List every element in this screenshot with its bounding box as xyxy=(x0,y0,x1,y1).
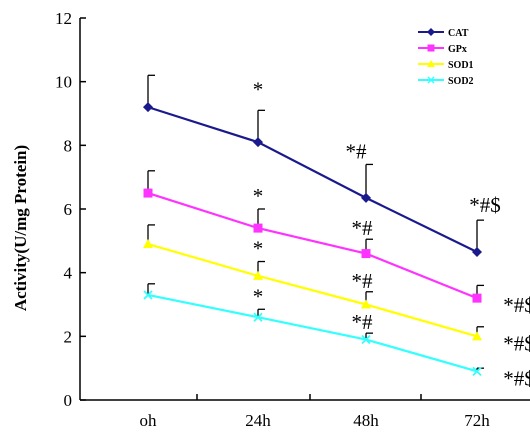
y-tick-label: 8 xyxy=(64,136,73,155)
data-point xyxy=(472,246,482,257)
data-point xyxy=(253,312,263,322)
data-point xyxy=(143,290,153,300)
significance-annotation: * xyxy=(253,77,264,101)
significance-annotation: * xyxy=(253,184,264,208)
series-line xyxy=(147,106,478,253)
legend-label: CAT xyxy=(448,28,469,39)
data-point xyxy=(361,192,371,203)
y-tick-label: 10 xyxy=(55,73,72,92)
significance-annotation: *# xyxy=(352,269,374,293)
data-point xyxy=(361,299,371,309)
data-point xyxy=(253,223,263,233)
data-point xyxy=(361,334,371,345)
y-axis-title: Activity(U/mg Protein) xyxy=(11,145,30,311)
significance-annotation: *#$ xyxy=(503,293,530,317)
legend-item: SOD2 xyxy=(418,76,474,87)
y-axis: 0 2 4 6 8 10 12 xyxy=(55,9,86,410)
legend: CAT GPx SOD1 SOD2 xyxy=(418,28,474,87)
y-tick-label: 6 xyxy=(64,200,73,219)
x-tick-label: 24h xyxy=(245,411,271,430)
data-point xyxy=(253,270,263,280)
significance-annotation: *#$ xyxy=(503,366,530,390)
legend-item: SOD1 xyxy=(418,60,474,71)
significance-annotation: *#$ xyxy=(503,331,530,355)
significance-annotation: * xyxy=(253,284,264,308)
legend-marker xyxy=(427,76,435,84)
data-point xyxy=(143,239,153,249)
legend-label: SOD1 xyxy=(448,60,474,71)
data-point xyxy=(472,331,482,341)
data-point xyxy=(472,293,482,303)
legend-label: GPx xyxy=(448,44,467,55)
x-axis: oh 24h 48h 72h xyxy=(80,394,530,430)
data-point xyxy=(361,249,371,259)
series-line xyxy=(147,192,478,300)
significance-annotation: * xyxy=(253,237,264,261)
legend-marker xyxy=(427,28,435,36)
plot-area: * *# *#$ * *# *#$ * *# *#$ * *# *#$ xyxy=(143,74,530,390)
data-point xyxy=(253,137,263,148)
y-tick-label: 4 xyxy=(64,264,73,283)
significance-annotation: *# xyxy=(352,216,374,240)
x-tick-label: oh xyxy=(140,411,158,430)
series-sod1: * *# *#$ xyxy=(143,224,530,355)
series-gpx: * *# *#$ xyxy=(143,170,530,317)
data-point xyxy=(143,102,153,113)
data-point xyxy=(472,366,482,376)
series-cat: * *# *#$ xyxy=(143,74,501,257)
series-line xyxy=(147,242,478,338)
x-tick-label: 72h xyxy=(464,411,490,430)
data-point xyxy=(143,188,153,198)
legend-label: SOD2 xyxy=(448,76,474,87)
legend-marker xyxy=(427,44,435,52)
legend-item: CAT xyxy=(418,28,469,39)
legend-item: GPx xyxy=(418,44,467,55)
y-tick-label: 12 xyxy=(55,9,72,28)
significance-annotation: *# xyxy=(352,310,374,334)
significance-annotation: *#$ xyxy=(469,193,501,217)
x-tick-label: 48h xyxy=(353,411,379,430)
y-tick-label: 0 xyxy=(64,391,73,410)
legend-marker xyxy=(427,60,435,67)
y-tick-label: 2 xyxy=(64,327,73,346)
series-sod2: * *# *#$ xyxy=(143,283,530,390)
significance-annotation: *# xyxy=(346,139,368,163)
series-line xyxy=(147,293,478,373)
